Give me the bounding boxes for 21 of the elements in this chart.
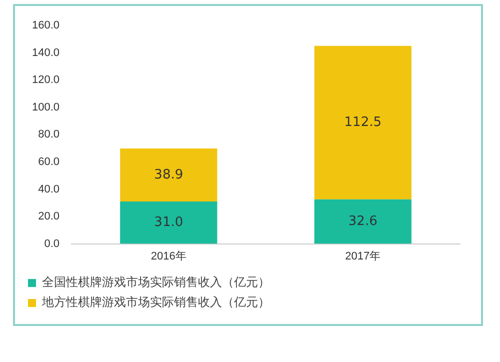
y-tick-label: 100.0 [32, 101, 60, 114]
y-tick-label: 80.0 [38, 128, 60, 141]
legend-label: 全国性棋牌游戏市场实际销售收入（亿元） [42, 275, 270, 290]
data-label: 38.9 [154, 167, 184, 182]
y-tick-label: 0.0 [44, 238, 60, 250]
bar [120, 202, 218, 244]
bar [120, 148, 218, 202]
y-tick-label: 160.0 [32, 20, 60, 32]
y-tick-label: 60.0 [38, 156, 60, 168]
data-label: 112.5 [344, 115, 382, 130]
y-tick-label: 40.0 [38, 183, 60, 196]
y-tick-label: 140.0 [32, 46, 60, 59]
y-tick-label: 120.0 [32, 74, 60, 86]
bar [314, 199, 412, 244]
y-tick-label: 20.0 [38, 210, 60, 223]
data-label: 32.6 [348, 214, 378, 229]
x-tick-label: 2017年 [345, 250, 381, 262]
data-label: 31.0 [154, 215, 184, 230]
bar [314, 46, 412, 200]
x-tick-label: 2016年 [150, 250, 186, 262]
legend-label: 地方性棋牌游戏市场实际销售收入（亿元） [41, 295, 270, 310]
